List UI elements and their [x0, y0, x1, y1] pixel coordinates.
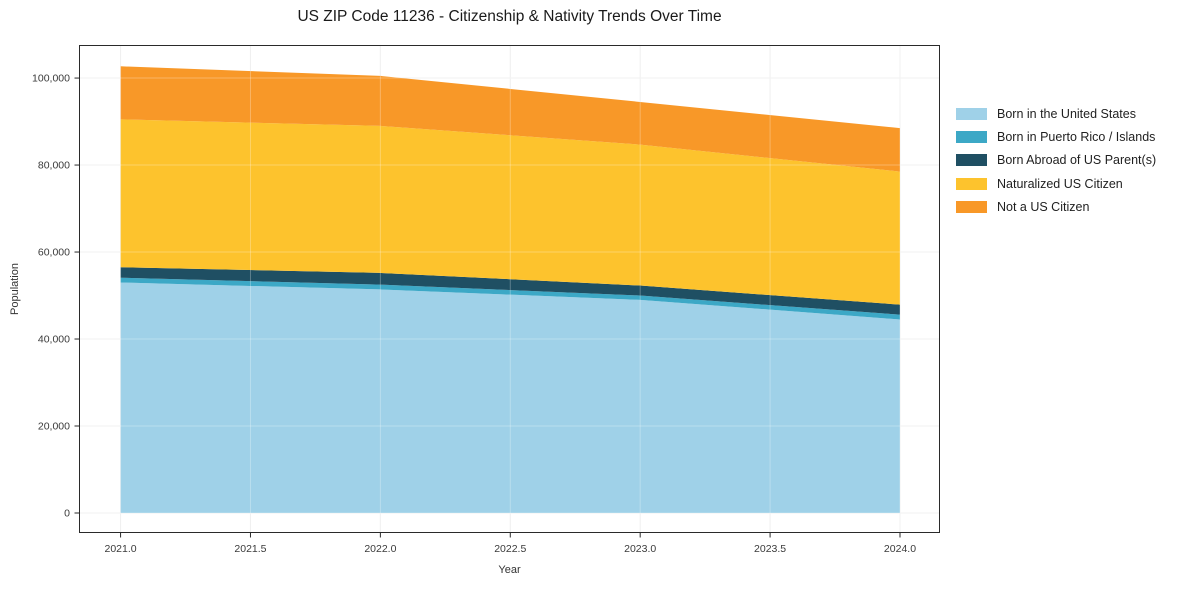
- chart-title: US ZIP Code 11236 - Citizenship & Nativi…: [297, 8, 722, 25]
- area-born-in-the-united-states: [120, 282, 900, 513]
- y-tick-label: 20,000: [38, 421, 70, 433]
- x-axis-ticks: 2021.0 2021.5 2022.0 2022.5 2023.0 2023.5 2024…: [105, 533, 916, 555]
- x-tick-label: 2023.5: [754, 543, 786, 555]
- legend-item-born-in-the-united-states: Born in the United States: [956, 102, 1156, 125]
- x-tick-label: 2021.0: [105, 543, 137, 555]
- y-tick-label: 0: [64, 508, 70, 520]
- legend-label: Naturalized US Citizen: [997, 176, 1123, 191]
- chart-legend: Born in the United States Born in Puerto …: [956, 102, 1156, 219]
- area-born-abroad-of-us-parent-s: [120, 267, 900, 315]
- legend-swatch: [956, 154, 987, 167]
- legend-item-naturalized-us-citizen: Naturalized US Citizen: [956, 172, 1156, 195]
- x-tick-label: 2023.0: [624, 543, 656, 555]
- x-tick-label: 2021.5: [234, 543, 266, 555]
- stacked-areas: [120, 66, 900, 513]
- legend-swatch: [956, 131, 987, 144]
- legend-swatch: [956, 107, 987, 120]
- legend-item-born-in-puerto-rico-islands: Born in Puerto Rico / Islands: [956, 125, 1156, 148]
- area-naturalized-us-citizen: [120, 119, 900, 305]
- x-axis-label: Year: [498, 564, 521, 576]
- gridlines-over: [79, 45, 940, 533]
- y-tick-label: 80,000: [38, 160, 70, 172]
- legend-label: Not a US Citizen: [997, 200, 1090, 215]
- x-tick-label: 2022.5: [494, 543, 526, 555]
- x-tick-label: 2024.0: [884, 543, 916, 555]
- legend-item-born-abroad-of-us-parent-s: Born Abroad of US Parent(s): [956, 149, 1156, 172]
- legend-label: Born in the United States: [997, 106, 1136, 121]
- y-tick-label: 60,000: [38, 247, 70, 259]
- plot-border: [79, 45, 940, 533]
- legend-label: Born in Puerto Rico / Islands: [997, 130, 1156, 145]
- y-axis-label: Population: [9, 263, 21, 315]
- x-tick-label: 2022.0: [364, 543, 396, 555]
- legend-swatch: [956, 201, 987, 214]
- legend-swatch: [956, 177, 987, 190]
- legend-label: Born Abroad of US Parent(s): [997, 153, 1157, 168]
- y-tick-label: 100,000: [32, 73, 70, 85]
- area-not-a-us-citizen: [120, 66, 900, 172]
- legend-item-not-a-us-citizen: Not a US Citizen: [956, 196, 1156, 219]
- area-born-in-puerto-rico-islands: [120, 277, 900, 320]
- y-axis-ticks: 0 20,000 40,000 60,000 80,000 100,000: [32, 73, 79, 520]
- y-tick-label: 40,000: [38, 334, 70, 346]
